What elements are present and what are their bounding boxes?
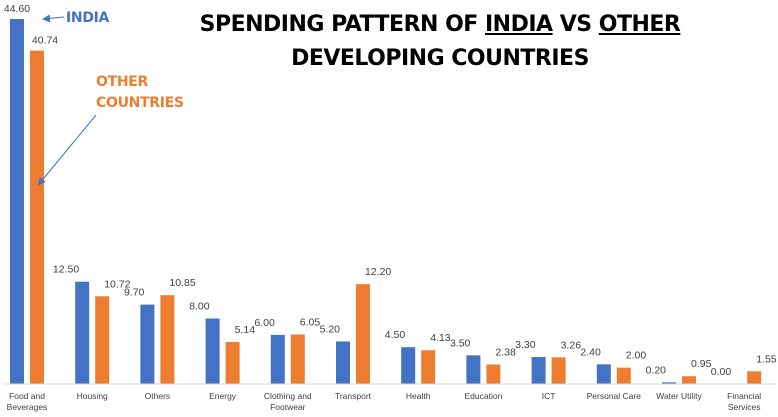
bar-other-6 xyxy=(421,350,436,384)
other-countries-annotation: OTHER COUNTRIES xyxy=(96,72,184,114)
bar-india-4 xyxy=(270,334,285,384)
data-label-india-3: 8.00 xyxy=(189,301,210,313)
category-label-4-0: Clothing and xyxy=(264,391,312,401)
data-label-india-5: 5.20 xyxy=(320,323,341,335)
other-annotation-line1: OTHER xyxy=(96,74,149,90)
category-label-0-0: Food and xyxy=(9,391,45,401)
bar-india-1 xyxy=(75,281,90,384)
category-label-1-0: Housing xyxy=(77,391,108,401)
chart-title-line1: SPENDING PATTERN OF INDIA VS OTHER xyxy=(160,12,720,37)
data-label-other-10: 0.95 xyxy=(691,358,712,370)
data-label-other-11: 1.55 xyxy=(756,353,777,365)
data-label-india-9: 2.40 xyxy=(580,346,601,358)
category-label-9-0: Personal Care xyxy=(587,391,642,401)
chart-title-line2: DEVELOPING COUNTRIES xyxy=(291,46,589,71)
bar-other-2 xyxy=(160,295,175,384)
data-label-other-1: 10.72 xyxy=(104,278,130,290)
bar-other-3 xyxy=(225,341,240,384)
title-india: INDIA xyxy=(484,12,553,37)
data-label-india-1: 12.50 xyxy=(53,264,79,276)
bar-india-10 xyxy=(662,382,676,384)
bar-india-9 xyxy=(596,364,611,384)
bar-india-0 xyxy=(10,19,24,384)
data-label-other-6: 4.13 xyxy=(430,332,451,344)
data-label-other-5: 12.20 xyxy=(365,266,391,278)
bar-other-10 xyxy=(682,376,696,384)
data-label-other-3: 5.14 xyxy=(235,324,256,336)
india-arrow xyxy=(42,14,65,23)
data-label-india-7: 3.50 xyxy=(450,337,471,349)
data-label-other-8: 3.26 xyxy=(561,339,582,351)
category-label-0-1: Beverages xyxy=(7,402,48,412)
data-label-india-0: 44.60 xyxy=(4,3,30,15)
bar-other-8 xyxy=(551,357,566,384)
bar-other-7 xyxy=(486,364,501,384)
data-label-india-2: 9.70 xyxy=(124,287,145,299)
category-label-8-0: ICT xyxy=(542,391,556,401)
data-label-other-2: 10.85 xyxy=(169,277,195,289)
bar-other-0 xyxy=(30,50,44,384)
bar-india-8 xyxy=(531,356,546,384)
category-label-6-0: Health xyxy=(406,391,431,401)
data-label-india-4: 6.00 xyxy=(254,317,275,329)
category-label-7-0: Education xyxy=(464,391,502,401)
bar-other-4 xyxy=(290,334,305,384)
bar-other-5 xyxy=(356,284,370,384)
category-label-10-0: Water Utility xyxy=(656,391,702,401)
title-vs: VS xyxy=(552,12,599,37)
bar-india-6 xyxy=(401,347,416,384)
bar-india-2 xyxy=(140,304,155,384)
other-countries-arrow xyxy=(37,114,97,186)
india-annotation: INDIA xyxy=(66,10,110,26)
title-prefix: SPENDING PATTERN OF xyxy=(199,12,485,37)
data-label-other-9: 2.00 xyxy=(626,350,647,362)
bar-other-1 xyxy=(95,296,110,384)
data-label-india-11: 0.00 xyxy=(711,366,732,378)
bar-india-7 xyxy=(466,355,481,384)
title-other: OTHER xyxy=(598,12,681,37)
other-annotation-line2: COUNTRIES xyxy=(96,95,184,111)
category-label-11-0: Financial xyxy=(727,391,761,401)
bar-other-11 xyxy=(747,371,762,384)
data-label-india-6: 4.50 xyxy=(385,329,406,341)
bar-other-9 xyxy=(616,367,631,384)
data-label-other-7: 2.38 xyxy=(495,347,516,359)
category-label-3-0: Energy xyxy=(209,391,237,401)
bar-india-3 xyxy=(205,318,220,384)
bar-india-5 xyxy=(336,341,350,384)
category-label-11-1: Services xyxy=(728,402,761,412)
data-label-other-4: 6.05 xyxy=(300,316,321,328)
category-label-2-0: Others xyxy=(145,391,171,401)
category-label-4-1: Footwear xyxy=(270,402,306,412)
data-label-india-10: 0.20 xyxy=(646,364,667,376)
data-label-other-0: 40.74 xyxy=(32,35,58,47)
category-label-5-0: Transport xyxy=(335,391,372,401)
data-label-india-8: 3.30 xyxy=(515,339,536,351)
